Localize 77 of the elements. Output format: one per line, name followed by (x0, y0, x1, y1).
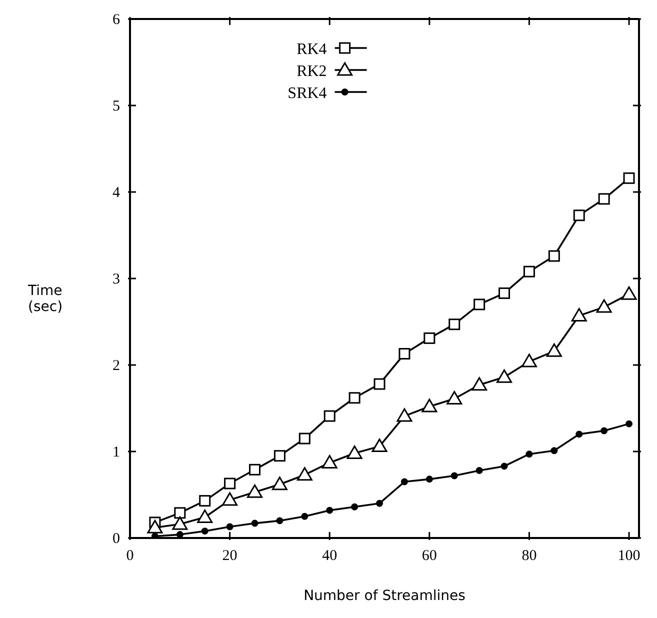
point (222, 492, 238, 506)
point (521, 354, 537, 368)
point (496, 369, 512, 383)
point (596, 299, 612, 313)
point (251, 520, 258, 527)
point (324, 410, 336, 422)
point (351, 503, 358, 510)
point (372, 438, 388, 452)
x-tick-label: 60 (422, 548, 437, 564)
point (400, 478, 408, 486)
point (526, 450, 533, 458)
point (523, 266, 535, 278)
x-tick-label: 0 (126, 548, 134, 564)
point (450, 472, 458, 480)
point (176, 531, 184, 538)
y-tick-label: 4 (112, 185, 120, 201)
point (274, 450, 286, 462)
point (626, 420, 633, 428)
point (448, 318, 460, 330)
point (571, 308, 587, 322)
x-axis-title: Number of Streamlines (304, 588, 466, 604)
point (296, 467, 312, 481)
legend-label: RK2 (296, 63, 327, 80)
point (226, 523, 234, 530)
point (376, 500, 384, 507)
point (346, 445, 362, 459)
legend-label: SRK4 (288, 85, 327, 102)
point (476, 467, 483, 474)
point (174, 507, 186, 519)
point (249, 464, 261, 476)
x-tick-label: 100 (618, 548, 640, 564)
point (621, 286, 637, 300)
point (301, 512, 308, 520)
point (623, 172, 635, 184)
x-tick-label: 20 (222, 548, 238, 564)
point (396, 408, 412, 422)
point (424, 332, 436, 344)
y-axis-title: Time (sec) (28, 283, 63, 315)
point (298, 432, 310, 444)
point (446, 390, 462, 404)
point (272, 476, 288, 490)
point (576, 430, 583, 438)
y-tick-label: 2 (112, 358, 120, 374)
point (224, 478, 236, 490)
point (247, 484, 263, 498)
point (197, 509, 213, 523)
x-tick-label: 80 (522, 548, 537, 564)
point (151, 532, 158, 538)
point (546, 343, 562, 357)
point (348, 392, 360, 404)
point (276, 517, 284, 524)
point (147, 520, 163, 534)
x-tick-label: 40 (322, 548, 338, 564)
point (426, 476, 433, 483)
y-tick-label: 6 (112, 12, 120, 28)
point (548, 250, 560, 262)
point (550, 447, 558, 454)
legend-label: RK4 (296, 41, 327, 58)
y-tick-label: 5 (112, 98, 120, 114)
y-tick-label: 3 (112, 272, 120, 288)
point (600, 427, 608, 434)
point (474, 298, 486, 310)
point (598, 193, 610, 205)
point (472, 377, 488, 391)
point (201, 528, 208, 535)
point (500, 462, 508, 470)
point (326, 506, 334, 514)
point (573, 210, 585, 222)
point (422, 398, 438, 412)
point (398, 348, 410, 360)
y-tick-label: 1 (112, 444, 120, 460)
point (172, 516, 188, 530)
point (498, 287, 510, 299)
point (322, 454, 338, 468)
y-tick-label: 0 (112, 531, 120, 547)
point (374, 378, 386, 390)
point (199, 495, 211, 507)
